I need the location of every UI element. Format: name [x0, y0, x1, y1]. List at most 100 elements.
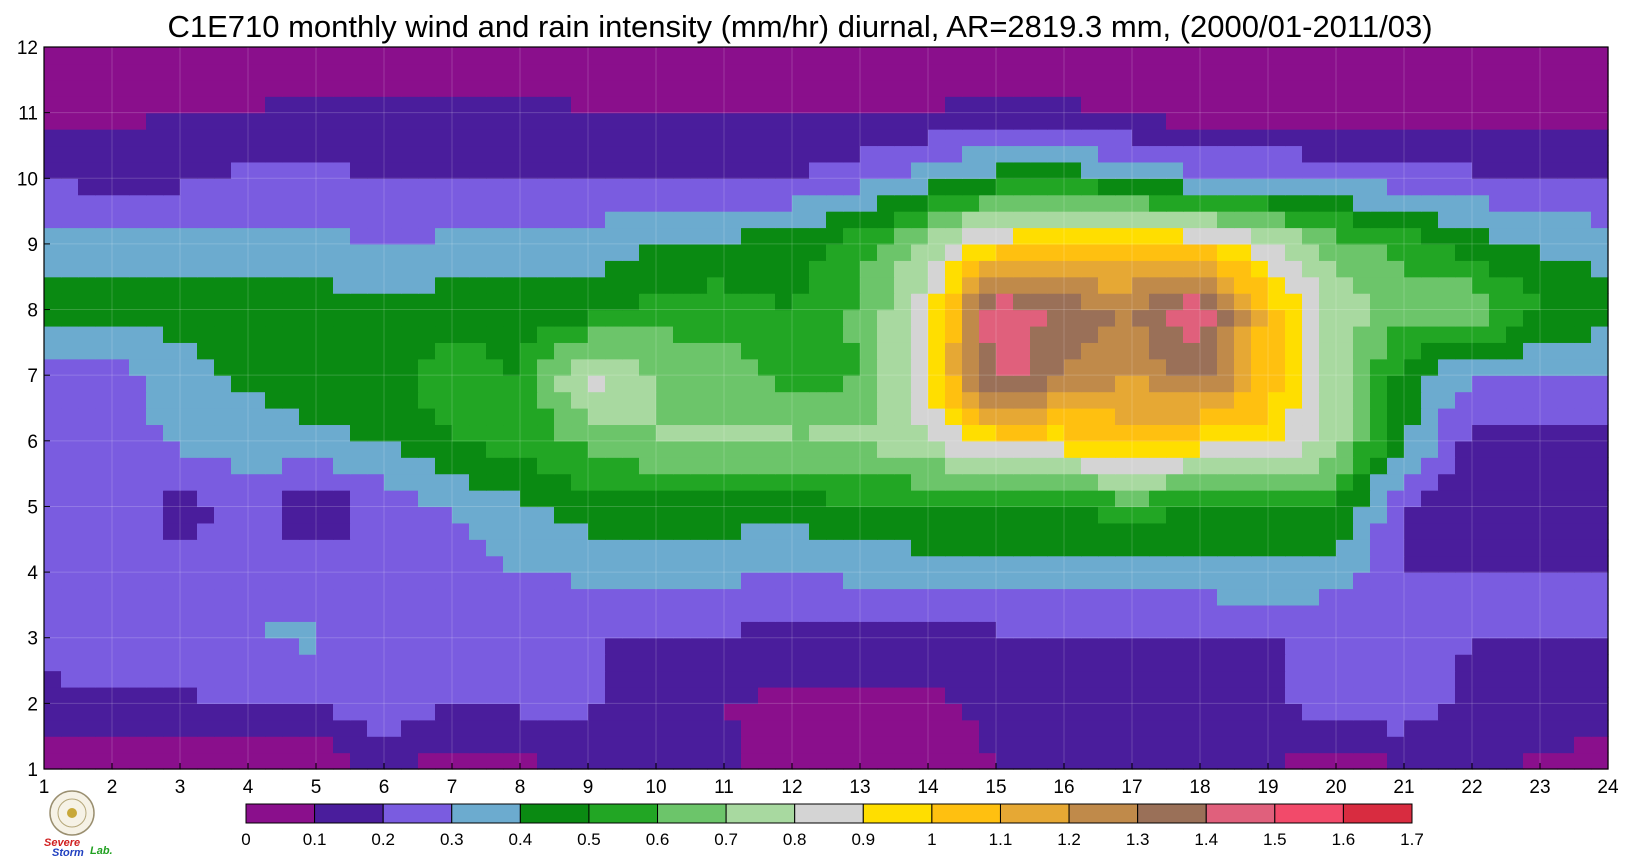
heatmap-cell [401, 178, 419, 196]
heatmap-cell [945, 440, 963, 458]
heatmap-cell [758, 211, 776, 229]
heatmap-cell [996, 47, 1014, 65]
heatmap-cell [758, 670, 776, 688]
heatmap-cell [1336, 96, 1354, 114]
heatmap-cell [1523, 309, 1541, 327]
heatmap-cell [894, 276, 912, 294]
heatmap-cell [1472, 325, 1490, 343]
heatmap-cell [1438, 473, 1456, 491]
heatmap-cell [809, 63, 827, 81]
heatmap-cell [1523, 539, 1541, 557]
heatmap-cell [333, 129, 351, 147]
heatmap-cell [350, 293, 368, 311]
heatmap-cell [1030, 703, 1048, 721]
heatmap-cell [180, 358, 198, 376]
heatmap-cell [1336, 79, 1354, 97]
heatmap-cell [894, 440, 912, 458]
heatmap-cell [588, 260, 606, 278]
heatmap-cell [588, 375, 606, 393]
heatmap-cell [928, 719, 946, 737]
heatmap-cell [367, 227, 385, 245]
heatmap-cell [503, 473, 521, 491]
heatmap-cell [537, 473, 555, 491]
heatmap-cell [503, 309, 521, 327]
heatmap-cell [1353, 637, 1371, 655]
heatmap-cell [333, 358, 351, 376]
heatmap-cell [1574, 63, 1592, 81]
heatmap-cell [792, 243, 810, 261]
heatmap-cell [605, 539, 623, 557]
heatmap-cell [775, 63, 793, 81]
heatmap-cell [486, 539, 504, 557]
heatmap-cell [1591, 194, 1609, 212]
heatmap-cell [588, 96, 606, 114]
heatmap-cell [1166, 161, 1184, 179]
heatmap-cell [1268, 325, 1286, 343]
heatmap-cell [826, 47, 844, 65]
heatmap-cell [605, 243, 623, 261]
heatmap-cell [996, 309, 1014, 327]
heatmap-cell [418, 112, 436, 130]
heatmap-cell [129, 79, 147, 97]
heatmap-cell [1353, 145, 1371, 163]
heatmap-cell [129, 227, 147, 245]
heatmap-cell [639, 490, 657, 508]
heatmap-cell [554, 736, 572, 754]
heatmap-cell [367, 703, 385, 721]
heatmap-cell [605, 375, 623, 393]
heatmap-cell [911, 293, 929, 311]
heatmap-cell [1574, 211, 1592, 229]
heatmap-cell [1081, 572, 1099, 590]
heatmap-cell [1268, 654, 1286, 672]
heatmap-cell [1336, 47, 1354, 65]
heatmap-cell [588, 293, 606, 311]
heatmap-cell [129, 96, 147, 114]
heatmap-cell [690, 391, 708, 409]
heatmap-cell [282, 325, 300, 343]
heatmap-cell [1217, 79, 1235, 97]
heatmap-cell [1149, 112, 1167, 130]
heatmap-cell [520, 572, 538, 590]
heatmap-cell [486, 670, 504, 688]
heatmap-cell [1251, 96, 1269, 114]
heatmap-cell [673, 309, 691, 327]
heatmap-cell [1387, 112, 1405, 130]
heatmap-cell [469, 473, 487, 491]
heatmap-cell [418, 325, 436, 343]
heatmap-cell [656, 391, 674, 409]
heatmap-cell [554, 194, 572, 212]
heatmap-cell [384, 293, 402, 311]
heatmap-cell [1132, 145, 1150, 163]
heatmap-cell [469, 506, 487, 524]
heatmap-cell [588, 161, 606, 179]
heatmap-cell [724, 194, 742, 212]
heatmap-cell [554, 473, 572, 491]
heatmap-cell [571, 637, 589, 655]
heatmap-cell [1591, 47, 1609, 65]
heatmap-cell [928, 358, 946, 376]
heatmap-cell [1234, 358, 1252, 376]
heatmap-cell [1064, 490, 1082, 508]
heatmap-cell [1455, 145, 1473, 163]
heatmap-cell [656, 424, 674, 442]
heatmap-cell [945, 719, 963, 737]
heatmap-cell [877, 588, 895, 606]
heatmap-cell [265, 572, 283, 590]
heatmap-cell [1132, 572, 1150, 590]
heatmap-cell [1523, 243, 1541, 261]
heatmap-cell [350, 440, 368, 458]
heatmap-cell [1489, 736, 1507, 754]
heatmap-cell [775, 654, 793, 672]
heatmap-cell [690, 670, 708, 688]
heatmap-cell [1217, 63, 1235, 81]
heatmap-cell [1438, 260, 1456, 278]
heatmap-cell [1353, 670, 1371, 688]
heatmap-cell [656, 719, 674, 737]
heatmap-cell [1098, 686, 1116, 704]
heatmap-cell [299, 79, 317, 97]
heatmap-cell [1098, 96, 1116, 114]
heatmap-cell [520, 522, 538, 540]
heatmap-cell [316, 178, 334, 196]
heatmap-cell [1047, 63, 1065, 81]
heatmap-cell [1268, 457, 1286, 475]
